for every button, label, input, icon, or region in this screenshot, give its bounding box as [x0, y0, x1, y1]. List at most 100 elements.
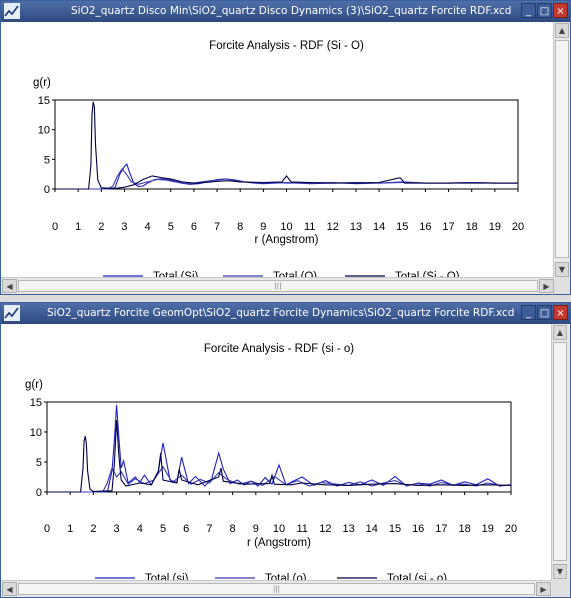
x-tick-label: 2	[98, 221, 104, 233]
x-tick-label: 3	[121, 221, 127, 233]
x-tick-label: 18	[466, 221, 478, 233]
legend-entry: Total (Si)	[153, 271, 199, 278]
x-tick-label: 1	[67, 523, 73, 535]
x-tick-label: 19	[482, 523, 494, 535]
scroll-thumb[interactable]: |||	[18, 280, 538, 292]
y-axis-label: g(r)	[33, 77, 51, 89]
plot-frame	[54, 99, 519, 190]
series-line-3	[47, 419, 512, 493]
window-titlebar[interactable]: SiO2_quartz Forcite GeomOpt\SiO2_quartz …	[1, 303, 570, 324]
x-tick-label: 6	[183, 523, 189, 535]
x-tick-label: 17	[435, 523, 447, 535]
chart-app-icon	[4, 3, 20, 19]
y-tick-label: 15	[38, 95, 50, 107]
x-tick-label: 8	[237, 221, 243, 233]
x-tick-label: 8	[230, 523, 236, 535]
y-tick-label: 0	[36, 487, 42, 499]
minimize-button[interactable]: _	[521, 3, 536, 18]
x-tick-label: 20	[505, 523, 517, 535]
scroll-thumb[interactable]	[553, 342, 567, 561]
plot-frame	[46, 401, 512, 493]
x-tick-label: 9	[253, 523, 259, 535]
scroll-corner	[552, 580, 570, 597]
x-tick-label: 2	[90, 523, 96, 535]
chart-app-icon	[4, 305, 20, 321]
x-tick-label: 0	[44, 523, 50, 535]
series-line-2	[55, 167, 518, 190]
x-tick-label: 11	[304, 221, 315, 233]
y-tick-label: 5	[44, 154, 50, 166]
scroll-left-arrow-icon[interactable]: ◀	[2, 279, 17, 293]
legend-entry: Total (o)	[265, 573, 307, 582]
x-tick-label: 7	[214, 221, 220, 233]
scroll-up-arrow-icon[interactable]: ▲	[555, 23, 569, 38]
horizontal-scrollbar[interactable]: ◀ ||| ▶	[1, 580, 552, 597]
y-tick-label: 10	[30, 427, 42, 439]
vertical-scrollbar[interactable]: ▲ ▼	[553, 22, 570, 278]
x-tick-label: 14	[366, 523, 378, 535]
x-tick-label: 5	[168, 221, 174, 233]
y-tick-label: 0	[44, 184, 50, 196]
scroll-right-arrow-icon[interactable]: ▶	[536, 582, 551, 596]
close-button[interactable]: ×	[553, 305, 568, 320]
y-tick-label: 15	[30, 397, 42, 409]
x-tick-label: 13	[342, 523, 354, 535]
scroll-down-arrow-icon[interactable]: ▼	[553, 564, 567, 579]
horizontal-scrollbar[interactable]: ◀ ||| ▶	[1, 277, 555, 294]
x-tick-label: 14	[373, 221, 385, 233]
x-tick-label: 7	[206, 523, 212, 535]
x-tick-label: 16	[412, 523, 424, 535]
x-tick-label: 10	[280, 221, 292, 233]
scroll-corner	[554, 277, 570, 294]
rdf-chart-1: Forcite Analysis - RDF (Si - O)g(r)05101…	[33, 40, 524, 278]
x-tick-label: 1	[75, 221, 81, 233]
rdf-window-si-o-lower: SiO2_quartz Forcite GeomOpt\SiO2_quartz …	[0, 302, 571, 598]
scroll-thumb[interactable]	[555, 40, 569, 258]
x-tick-label: 9	[260, 221, 266, 233]
close-button[interactable]: ×	[553, 3, 568, 18]
legend-entry: Total (si - o)	[387, 573, 447, 582]
minimize-button[interactable]: _	[521, 305, 536, 320]
chart-title: Forcite Analysis - RDF (Si - O)	[209, 40, 364, 52]
legend-entry: Total (O)	[273, 271, 317, 278]
window-title: SiO2_quartz Disco Min\SiO2_quartz Disco …	[71, 5, 512, 17]
y-axis-label: g(r)	[25, 379, 43, 391]
window-title: SiO2_quartz Forcite GeomOpt\SiO2_quartz …	[47, 307, 515, 319]
x-tick-label: 6	[191, 221, 197, 233]
x-tick-label: 11	[296, 523, 307, 535]
x-tick-label: 16	[419, 221, 431, 233]
chart-title: Forcite Analysis - RDF (si - o)	[204, 343, 354, 355]
x-tick-label: 4	[145, 221, 151, 233]
legend-entry: Total (Si - O)	[395, 271, 460, 278]
maximize-button[interactable]: □	[537, 305, 552, 320]
x-tick-label: 17	[442, 221, 454, 233]
legend-entry: Total (si)	[145, 573, 189, 582]
x-tick-label: 13	[350, 221, 362, 233]
x-tick-label: 0	[52, 221, 58, 233]
x-tick-label: 20	[512, 221, 524, 233]
x-tick-label: 19	[489, 221, 501, 233]
x-tick-label: 18	[458, 523, 470, 535]
x-axis-label: r (Angstrom)	[255, 234, 319, 246]
window-titlebar[interactable]: SiO2_quartz Disco Min\SiO2_quartz Disco …	[1, 1, 570, 22]
rdf-chart-2: Forcite Analysis - RDF (si - o)g(r)05101…	[25, 343, 517, 582]
x-tick-label: 15	[389, 523, 401, 535]
rdf-window-si-o: SiO2_quartz Disco Min\SiO2_quartz Disco …	[0, 0, 571, 295]
x-tick-label: 4	[137, 523, 143, 535]
y-tick-label: 10	[38, 125, 50, 137]
x-axis-label: r (Angstrom)	[247, 537, 311, 549]
x-tick-label: 10	[273, 523, 285, 535]
series-line-3	[55, 101, 518, 190]
x-tick-label: 5	[160, 523, 166, 535]
x-tick-label: 15	[396, 221, 408, 233]
scroll-right-arrow-icon[interactable]: ▶	[539, 279, 554, 293]
scroll-left-arrow-icon[interactable]: ◀	[2, 582, 17, 596]
scroll-down-arrow-icon[interactable]: ▼	[555, 262, 569, 277]
x-tick-label: 12	[327, 221, 339, 233]
x-tick-label: 3	[114, 523, 120, 535]
maximize-button[interactable]: □	[537, 3, 552, 18]
scroll-up-arrow-icon[interactable]: ▲	[553, 325, 567, 340]
vertical-scrollbar[interactable]: ▲ ▼	[551, 324, 570, 580]
x-tick-label: 12	[319, 523, 331, 535]
scroll-thumb[interactable]: |||	[18, 583, 535, 595]
